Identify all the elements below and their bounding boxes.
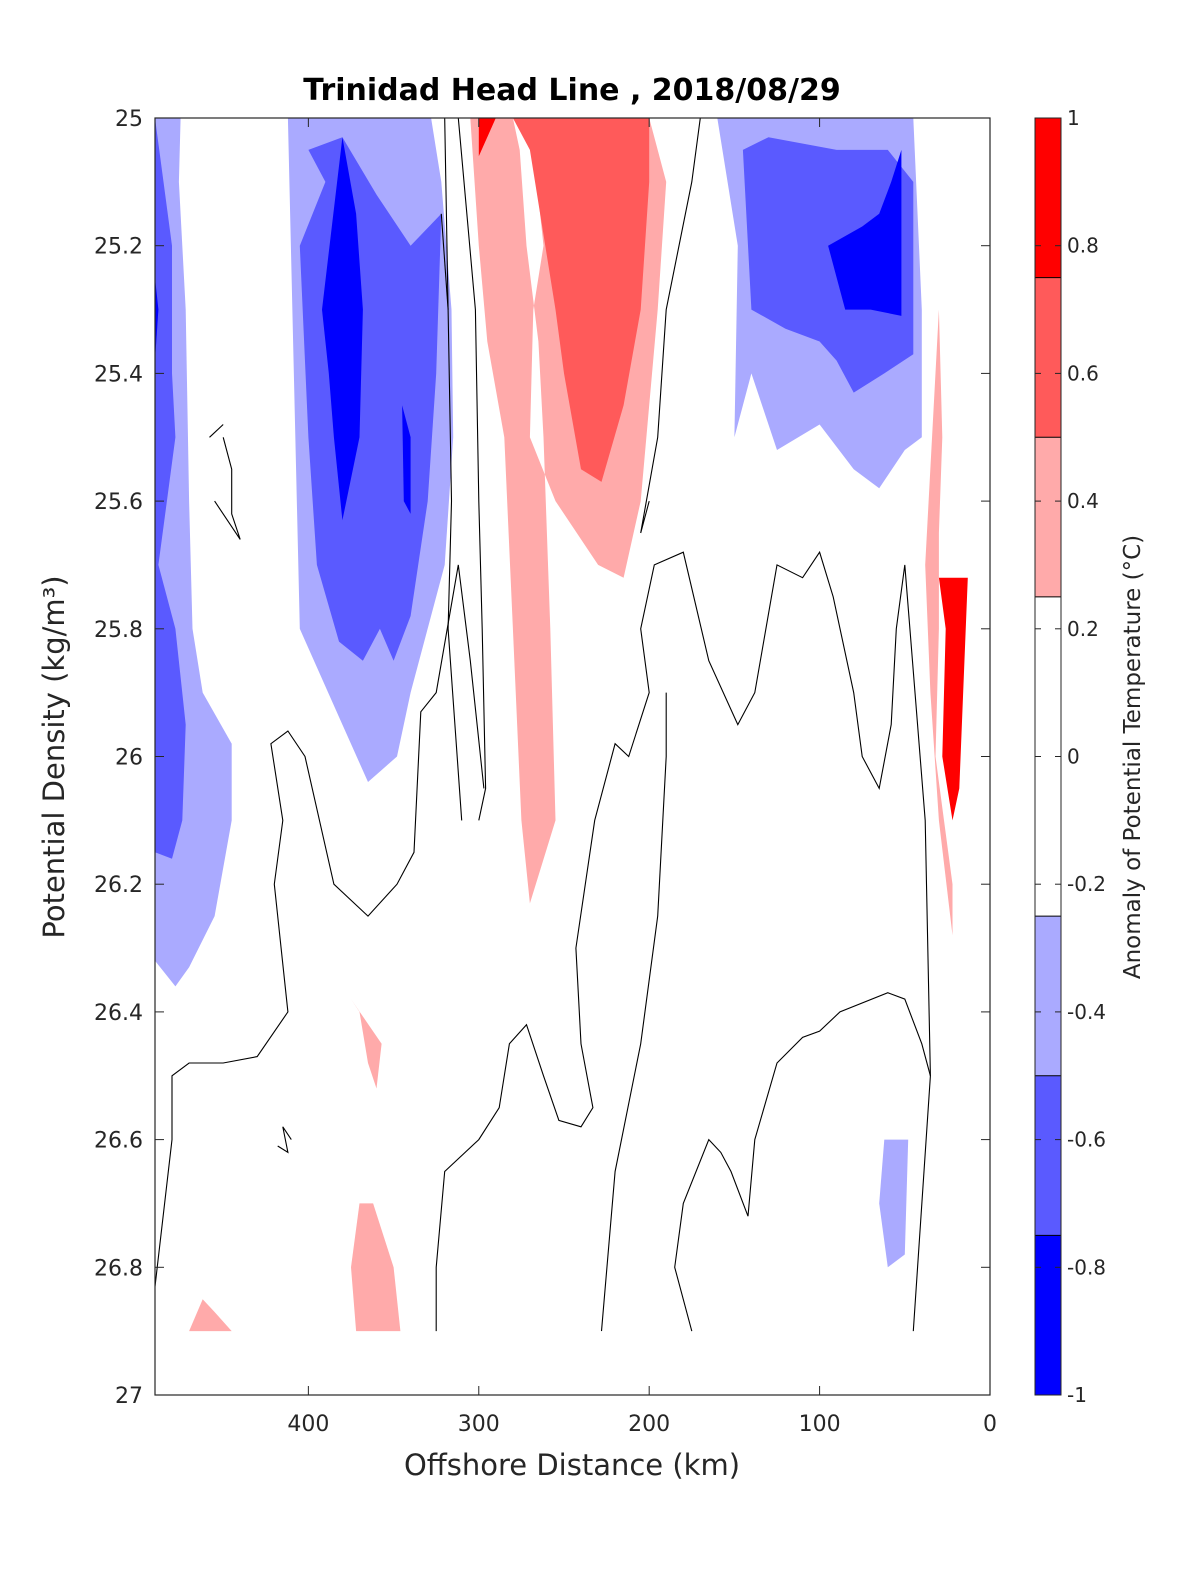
y-tick-label: 25.6 bbox=[94, 490, 143, 515]
contour-line bbox=[214, 437, 241, 540]
contour-line bbox=[600, 692, 667, 1332]
colorbar-tick-label: 0.4 bbox=[1067, 489, 1099, 513]
contour-line bbox=[674, 992, 931, 1332]
colorbar-tick-label: -0.2 bbox=[1067, 872, 1106, 896]
y-tick-label: 26.6 bbox=[94, 1129, 143, 1154]
colorbar-tick-label: -0.4 bbox=[1067, 1000, 1106, 1024]
contour-fill-region bbox=[742, 137, 914, 393]
colorbar-tick-label: -1 bbox=[1067, 1383, 1087, 1407]
colorbar-tick-label: 0.6 bbox=[1067, 361, 1099, 385]
x-tick-label: 200 bbox=[628, 1412, 670, 1437]
x-axis: 400 300 200 100 0 bbox=[287, 118, 997, 1437]
y-tick-label: 26.4 bbox=[94, 1001, 143, 1026]
y-axis-label: Potential Density (kg/m³) bbox=[37, 575, 71, 938]
x-tick-label: 100 bbox=[799, 1412, 841, 1437]
plot-area bbox=[155, 118, 968, 1332]
contour-line bbox=[457, 118, 487, 821]
contour-fill-region bbox=[155, 118, 186, 859]
contour-fill-region bbox=[402, 405, 411, 514]
contour-fill-region bbox=[938, 577, 968, 821]
colorbar: -1 -0.8 -0.6 -0.4 -0.2 0 0.2 0.4 0.6 0.8 1 bbox=[1034, 106, 1106, 1407]
colorbar-band bbox=[1035, 118, 1061, 278]
contour-fill-region bbox=[351, 999, 382, 1089]
contour-fill-region bbox=[478, 118, 496, 157]
colorbar-tick-label: 1 bbox=[1067, 106, 1080, 130]
y-axis: 25 25.2 25.4 25.6 25.8 26 26.2 26.4 26.6 26.8 27 bbox=[94, 107, 990, 1409]
contour-fill-region bbox=[351, 1203, 401, 1332]
y-tick-label: 25.8 bbox=[94, 618, 143, 643]
contour-line bbox=[444, 118, 463, 821]
colorbar-band bbox=[1035, 1075, 1061, 1236]
y-tick-label: 26.2 bbox=[94, 873, 143, 898]
contour-line bbox=[640, 118, 701, 534]
colorbar-band bbox=[1035, 1235, 1061, 1395]
contour-line bbox=[209, 424, 224, 438]
y-tick-label: 25 bbox=[115, 107, 143, 132]
x-axis-label: Offshore Distance (km) bbox=[404, 1448, 740, 1482]
y-tick-label: 25.2 bbox=[94, 235, 143, 260]
contour-fill-region bbox=[189, 1299, 232, 1332]
contour-fill-region bbox=[879, 1139, 909, 1268]
y-tick-label: 26 bbox=[115, 746, 143, 771]
y-tick-label: 27 bbox=[115, 1384, 143, 1409]
contour-fill-region bbox=[322, 137, 363, 521]
colorbar-tick-label: 0.2 bbox=[1067, 617, 1099, 641]
chart-title: Trinidad Head Line , 2018/08/29 bbox=[303, 73, 840, 108]
contour-line bbox=[277, 1126, 292, 1154]
contour-fill-region bbox=[925, 309, 953, 936]
x-tick-label: 0 bbox=[983, 1412, 997, 1437]
y-tick-label: 26.8 bbox=[94, 1256, 143, 1281]
contour-line bbox=[435, 550, 931, 1332]
contour-line bbox=[155, 564, 485, 1287]
colorbar-tick-label: -0.6 bbox=[1067, 1128, 1106, 1152]
colorbar-band bbox=[1035, 437, 1061, 597]
x-tick-label: 300 bbox=[458, 1412, 500, 1437]
x-tick-label: 400 bbox=[287, 1412, 329, 1437]
colorbar-band bbox=[1035, 277, 1061, 438]
colorbar-label: Anomaly of Potential Temperature (°C) bbox=[1120, 535, 1146, 979]
colorbar-band bbox=[1035, 916, 1061, 1076]
contour-fill-region bbox=[828, 149, 902, 316]
y-tick-label: 25.4 bbox=[94, 362, 143, 387]
contour-line bbox=[440, 213, 449, 310]
colorbar-tick-label: 0.8 bbox=[1067, 234, 1099, 258]
contour-fill-region bbox=[155, 277, 159, 361]
colorbar-tick-label: -0.8 bbox=[1067, 1255, 1106, 1279]
contour-fill-region bbox=[512, 118, 650, 482]
colorbar-tick-label: 0 bbox=[1067, 745, 1080, 769]
